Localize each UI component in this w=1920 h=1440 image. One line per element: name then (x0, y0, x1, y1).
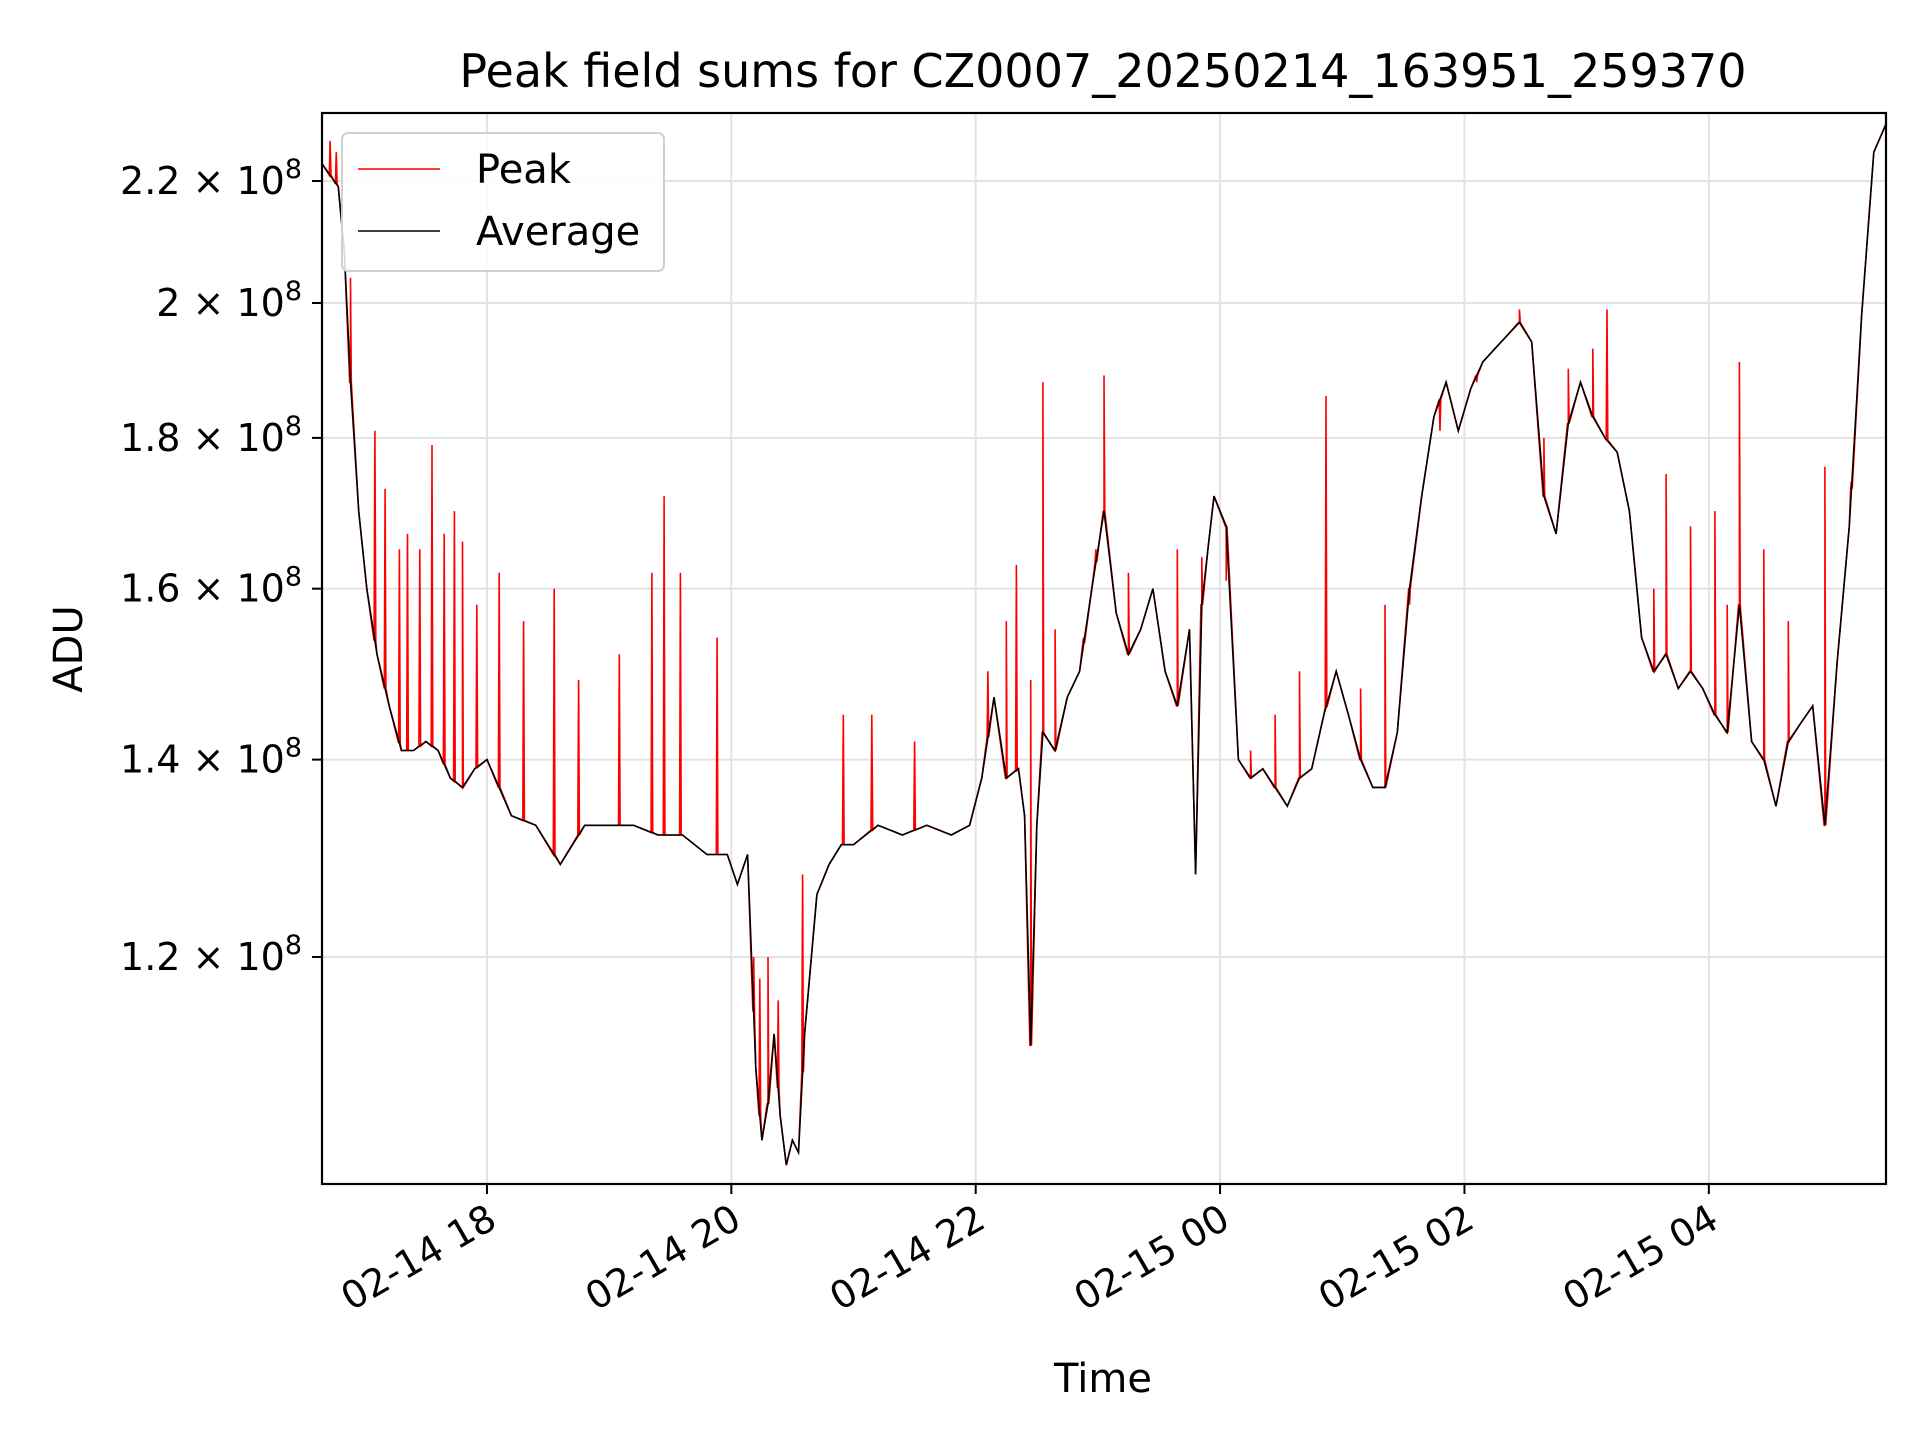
peak-line (321, 123, 1887, 1166)
y-tick-label: 1.8 × 108 (120, 411, 302, 460)
y-tick-label: 1.2 × 108 (120, 930, 302, 979)
x-tick-label: 02-14 20 (578, 1196, 748, 1320)
legend-peak-label: Peak (476, 147, 572, 193)
grid (322, 113, 1886, 1184)
x-tick-label: 02-14 22 (822, 1196, 992, 1320)
plot-frame (320, 111, 1888, 1186)
y-axis-label: ADU (46, 605, 92, 692)
y-tick-label: 2.2 × 108 (120, 154, 302, 203)
chart-title: Peak field sums for CZ0007_20250214_1639… (459, 44, 1746, 98)
x-axis-label: Time (1053, 1356, 1152, 1402)
legend-box (341, 132, 665, 272)
y-tick-label: 1.4 × 108 (120, 733, 302, 782)
x-tick-label: 02-14 18 (333, 1196, 503, 1320)
legend: Peak Average (341, 132, 665, 272)
x-axis: 02-14 18 02-14 20 02-14 22 02-15 00 02-15 02… (333, 1184, 1725, 1319)
y-tick-label: 1.6 × 108 (120, 562, 302, 611)
x-tick-label: 02-15 00 (1067, 1196, 1237, 1320)
legend-average-label: Average (476, 209, 640, 255)
average-line (321, 123, 1887, 1166)
x-tick-label: 02-15 04 (1555, 1196, 1725, 1320)
average-series (321, 123, 1887, 1166)
x-tick-label: 02-15 02 (1311, 1196, 1481, 1320)
y-tick-label: 2 × 108 (156, 276, 302, 325)
y-axis: 1.2 × 108 1.4 × 108 1.6 × 108 1.8 × 108 2 × … (120, 154, 322, 979)
peak-series (321, 123, 1887, 1166)
